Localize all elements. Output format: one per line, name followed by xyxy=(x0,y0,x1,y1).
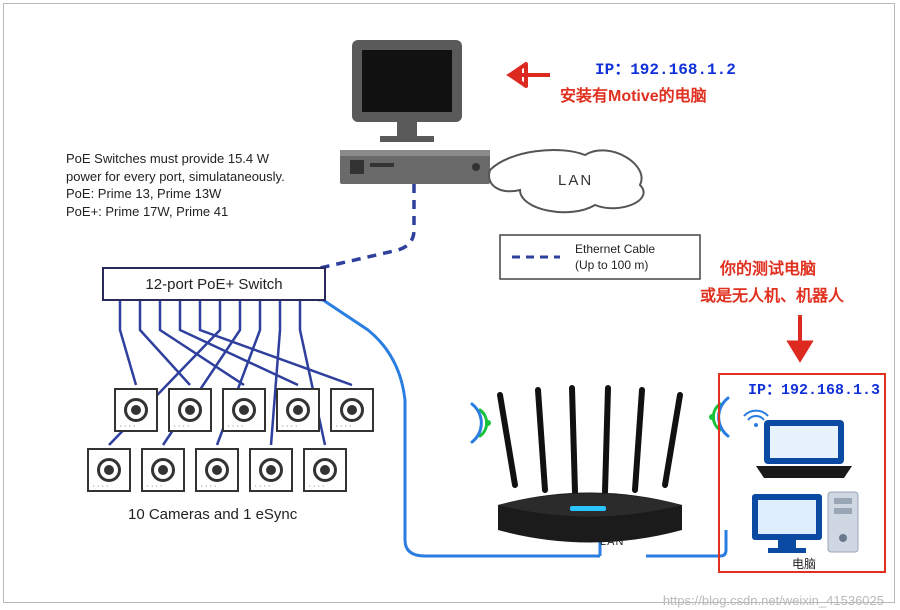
poe-note: PoE Switches must provide 15.4 W power f… xyxy=(66,150,356,220)
switch-label: 12-port PoE+ Switch xyxy=(145,276,282,293)
camera-icon: • • • • xyxy=(276,388,320,432)
camera-icon: • • • • xyxy=(195,448,239,492)
camera-icon: • • • • xyxy=(168,388,212,432)
poe-note-line2: power for every port, simulataneously. xyxy=(66,168,356,186)
watermark-text: https://blog.csdn.net/weixin_41536025 xyxy=(663,593,884,608)
switch-cam-line xyxy=(120,300,136,385)
router-icon xyxy=(498,388,682,543)
host-desc-label: 安装有Motive的电脑 xyxy=(560,82,707,106)
poe-note-line4: PoE+: Prime 17W, Prime 41 xyxy=(66,203,356,221)
cameras-caption: 10 Cameras and 1 eSync xyxy=(128,506,297,523)
host-ip-label: IP：192.168.1.2 xyxy=(595,55,736,79)
client-red-box xyxy=(718,373,886,573)
host-pc-icon xyxy=(340,40,490,184)
poe-note-line3: PoE: Prime 13, Prime 13W xyxy=(66,185,356,203)
router-lan-label: LAN xyxy=(600,536,624,548)
camera-icon: • • • • xyxy=(330,388,374,432)
test-line1: 你的测试电脑 xyxy=(720,255,816,279)
camera-icon: • • • • xyxy=(303,448,347,492)
lan-cloud-label: LAN xyxy=(558,172,593,189)
camera-icon: • • • • xyxy=(249,448,293,492)
camera-icon: • • • • xyxy=(114,388,158,432)
red-arrow-left-icon xyxy=(506,64,550,86)
camera-icon: • • • • xyxy=(141,448,185,492)
camera-icon: • • • • xyxy=(222,388,266,432)
red-arrow-down-icon xyxy=(789,315,811,360)
legend-title: Ethernet Cable xyxy=(575,242,655,256)
switch-box: 12-port PoE+ Switch xyxy=(102,267,326,301)
test-line2: 或是无人机、机器人 xyxy=(700,282,844,306)
wifi-left-icon xyxy=(472,404,491,442)
diagram-stage: IP：192.168.1.2 安装有Motive的电脑 PoE Switches… xyxy=(0,0,900,610)
camera-icon: • • • • xyxy=(87,448,131,492)
switch-cam-line xyxy=(140,300,190,385)
poe-note-line1: PoE Switches must provide 15.4 W xyxy=(66,150,356,168)
legend-sub: (Up to 100 m) xyxy=(575,258,648,272)
